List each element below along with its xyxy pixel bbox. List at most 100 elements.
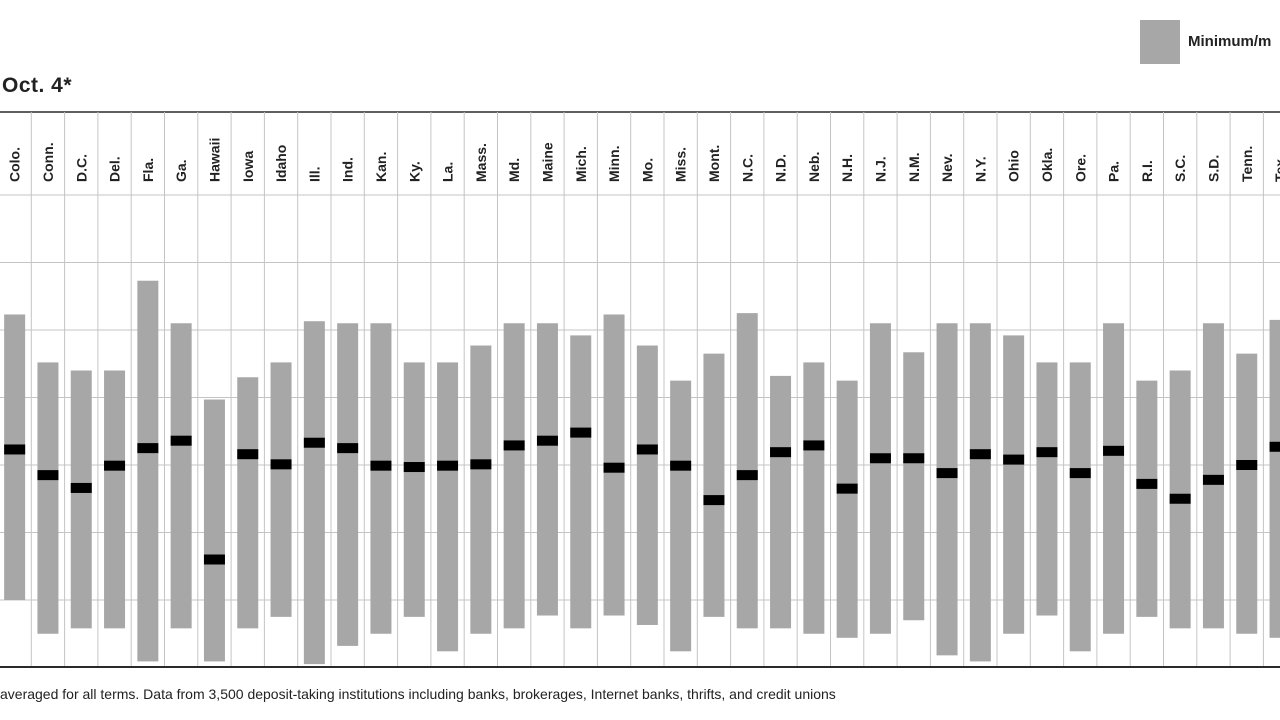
average-marker bbox=[603, 462, 625, 473]
average-marker bbox=[536, 435, 558, 446]
range-bar bbox=[770, 375, 792, 629]
average-marker bbox=[37, 470, 59, 481]
average-marker bbox=[303, 437, 325, 448]
average-marker bbox=[237, 449, 259, 460]
category-label: S.D. bbox=[1205, 155, 1221, 182]
range-bar bbox=[370, 323, 392, 634]
range-bar bbox=[536, 323, 558, 616]
category-label: Minn. bbox=[606, 145, 622, 182]
category-label: Ky. bbox=[406, 161, 422, 182]
range-bar bbox=[1269, 319, 1280, 638]
category-label: Md. bbox=[506, 158, 522, 182]
range-bar bbox=[903, 352, 925, 621]
range-bar bbox=[869, 323, 891, 634]
category-label: S.C. bbox=[1172, 155, 1188, 182]
range-bar bbox=[1069, 362, 1091, 652]
category-label: Mont. bbox=[706, 145, 722, 182]
range-bar bbox=[570, 335, 592, 629]
category-label: N.M. bbox=[906, 152, 922, 182]
category-label: Tenn. bbox=[1239, 146, 1255, 182]
average-marker bbox=[1103, 445, 1125, 456]
average-marker bbox=[203, 554, 225, 565]
category-label: Pa. bbox=[1106, 161, 1122, 182]
average-marker bbox=[1003, 454, 1025, 465]
average-marker bbox=[137, 443, 159, 454]
average-marker bbox=[1036, 447, 1058, 458]
average-marker bbox=[1069, 468, 1091, 479]
average-marker bbox=[270, 459, 292, 470]
category-label: Kan. bbox=[373, 152, 389, 182]
category-label: Del. bbox=[107, 156, 123, 182]
category-label: N.Y. bbox=[972, 156, 988, 182]
average-marker bbox=[403, 462, 425, 473]
range-bar bbox=[70, 370, 92, 629]
average-marker bbox=[736, 470, 758, 481]
category-label: Okla. bbox=[1039, 148, 1055, 182]
chart-footnote: averaged for all terms. Data from 3,500 … bbox=[0, 686, 836, 702]
average-marker bbox=[4, 444, 26, 455]
range-chart: Colo. Conn. D.C. Del. Fla. Ga. Hawaii Iowa Idaho… bbox=[0, 111, 1280, 668]
category-label: Nev. bbox=[939, 153, 955, 182]
range-bar bbox=[1036, 362, 1058, 616]
range-bar bbox=[170, 323, 192, 629]
range-bar bbox=[1136, 380, 1158, 617]
category-label: Ill. bbox=[306, 166, 322, 182]
category-label: Maine bbox=[539, 142, 555, 182]
range-bar bbox=[969, 323, 991, 662]
category-label: Mich. bbox=[573, 146, 589, 182]
average-marker bbox=[70, 482, 92, 493]
range-bar bbox=[636, 345, 658, 625]
range-bar bbox=[1236, 353, 1258, 634]
range-bar bbox=[4, 314, 26, 600]
range-bar bbox=[303, 321, 325, 665]
range-bar bbox=[836, 380, 858, 638]
category-label: Idaho bbox=[273, 145, 289, 182]
average-marker bbox=[903, 453, 925, 464]
average-marker bbox=[337, 443, 359, 454]
average-marker bbox=[370, 460, 392, 471]
average-marker bbox=[636, 444, 658, 455]
average-marker bbox=[570, 427, 592, 438]
category-label: Miss. bbox=[673, 147, 689, 182]
category-label: N.D. bbox=[773, 154, 789, 182]
category-label: N.C. bbox=[739, 154, 755, 182]
average-marker bbox=[969, 449, 991, 460]
average-marker bbox=[104, 460, 126, 471]
average-marker bbox=[503, 440, 525, 451]
average-marker bbox=[936, 468, 958, 479]
range-bar bbox=[104, 370, 126, 629]
average-marker bbox=[1236, 460, 1258, 470]
category-label: La. bbox=[440, 162, 456, 182]
category-label: N.J. bbox=[872, 156, 888, 182]
average-marker bbox=[437, 460, 459, 471]
range-bar bbox=[1003, 335, 1025, 634]
category-label: R.I. bbox=[1139, 160, 1155, 182]
range-bar bbox=[437, 362, 459, 652]
average-marker bbox=[869, 453, 891, 464]
average-marker bbox=[170, 435, 192, 446]
category-label: Iowa bbox=[240, 151, 256, 182]
category-label: Ore. bbox=[1072, 154, 1088, 182]
average-marker bbox=[803, 440, 825, 451]
legend-label-range: Minimum/m bbox=[1188, 33, 1272, 50]
legend-swatch-range bbox=[1140, 20, 1180, 64]
category-label: Colo. bbox=[7, 147, 23, 182]
average-marker bbox=[670, 460, 692, 471]
average-marker bbox=[1269, 441, 1280, 452]
category-label: Mass. bbox=[473, 143, 489, 182]
category-label: N.H. bbox=[839, 154, 855, 182]
range-bar bbox=[936, 323, 958, 656]
range-bar bbox=[203, 399, 225, 662]
average-marker bbox=[1136, 478, 1158, 489]
range-bar bbox=[37, 362, 59, 634]
average-marker bbox=[770, 447, 792, 458]
average-marker bbox=[836, 483, 858, 494]
category-label: Fla. bbox=[140, 158, 156, 182]
average-marker bbox=[470, 459, 492, 470]
category-label: Mo. bbox=[639, 158, 655, 182]
category-label: Ind. bbox=[340, 157, 356, 182]
category-label: D.C. bbox=[73, 154, 89, 182]
range-bar bbox=[403, 362, 425, 617]
range-bar bbox=[337, 323, 359, 646]
range-bar bbox=[1103, 323, 1125, 634]
